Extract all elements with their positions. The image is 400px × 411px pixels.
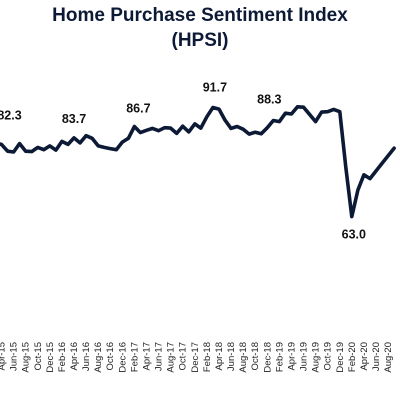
x-tick-label: Oct-19 — [323, 342, 334, 371]
x-tick-label: Apr-15 — [0, 342, 8, 371]
x-tick-label: Feb-19 — [274, 342, 285, 372]
x-tick-label: Jun-18 — [226, 342, 237, 371]
x-tick-label: Oct-16 — [105, 342, 116, 371]
x-tick-label: Oct-17 — [178, 342, 189, 371]
x-tick-label: Aug-18 — [238, 342, 249, 373]
series-line-hpsi — [0, 105, 396, 219]
x-tick-label: Apr-20 — [359, 342, 370, 371]
x-tick-label: Oct-18 — [250, 342, 261, 371]
data-label: 82.3 — [0, 108, 22, 122]
data-label: 91.7 — [203, 81, 227, 95]
x-tick-label: Dec-19 — [335, 342, 346, 373]
x-tick-label: Jun-16 — [81, 342, 92, 371]
x-tick-label: Apr-17 — [142, 342, 153, 371]
x-tick-label: Dec-18 — [262, 342, 273, 373]
data-label: 83.7 — [62, 112, 86, 126]
x-tick-label: Feb-17 — [129, 342, 140, 372]
chart-title: Home Purchase Sentiment Index — [52, 5, 348, 26]
x-tick-label: Apr-19 — [286, 342, 297, 371]
x-tick-label: Jun-17 — [154, 342, 165, 371]
x-tick-label: Feb-16 — [57, 342, 68, 372]
data-label: 63.0 — [342, 228, 366, 242]
x-tick-label: Feb-18 — [202, 342, 213, 372]
x-tick-label: Aug-20 — [383, 342, 394, 373]
x-tick-label: Apr-18 — [214, 342, 225, 371]
x-tick-label: Jun-20 — [371, 342, 382, 371]
data-label: 88.3 — [257, 93, 281, 107]
x-tick-label: Dec-15 — [45, 342, 56, 373]
x-tick-label: Dec-16 — [117, 342, 128, 373]
chart-subtitle: (HPSI) — [171, 30, 229, 51]
x-tick-label: Jun-19 — [299, 342, 310, 371]
x-tick-label: Apr-16 — [69, 342, 80, 371]
x-tick-label: Aug-16 — [93, 342, 104, 373]
x-tick-label: Jun-15 — [9, 342, 20, 371]
data-label: 86.7 — [126, 102, 150, 116]
x-tick-label: Feb-20 — [347, 342, 358, 372]
x-tick-label: Aug-15 — [21, 342, 32, 373]
x-tick-label: Aug-17 — [166, 342, 177, 373]
x-tick-label: Aug-19 — [311, 342, 322, 373]
x-tick-label: Dec-17 — [190, 342, 201, 373]
x-tick-label: Oct-15 — [33, 342, 44, 371]
